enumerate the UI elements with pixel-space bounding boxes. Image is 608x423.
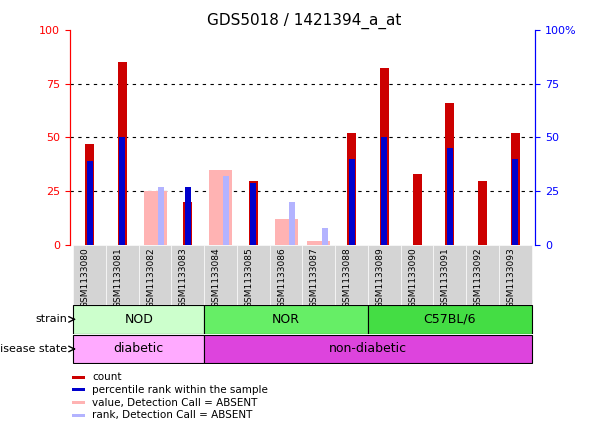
Bar: [308, 241, 330, 245]
Bar: [413, 174, 421, 245]
Text: GDS5018 / 1421394_a_at: GDS5018 / 1421394_a_at: [207, 13, 401, 29]
Bar: [270, 245, 303, 305]
Text: NOR: NOR: [272, 313, 300, 326]
Bar: [302, 245, 335, 305]
Bar: [72, 376, 85, 379]
Bar: [106, 245, 139, 305]
Text: GSM1133080: GSM1133080: [81, 248, 89, 308]
Bar: [466, 245, 499, 305]
Bar: [335, 245, 368, 305]
Bar: [289, 202, 295, 245]
Text: percentile rank within the sample: percentile rank within the sample: [92, 385, 268, 395]
Bar: [348, 159, 354, 245]
Bar: [347, 133, 356, 245]
Bar: [171, 245, 204, 305]
Text: GSM1133092: GSM1133092: [474, 248, 483, 308]
Bar: [209, 170, 232, 245]
Text: GSM1133087: GSM1133087: [310, 248, 319, 308]
Bar: [368, 245, 401, 305]
Bar: [381, 137, 387, 245]
Text: GSM1133082: GSM1133082: [146, 248, 155, 308]
Bar: [446, 103, 454, 245]
Text: GSM1133090: GSM1133090: [408, 248, 417, 308]
Bar: [73, 305, 204, 334]
Bar: [478, 181, 487, 245]
Text: count: count: [92, 372, 122, 382]
Bar: [119, 137, 125, 245]
Bar: [275, 220, 297, 245]
Bar: [72, 401, 85, 404]
Text: GSM1133091: GSM1133091: [441, 248, 450, 308]
Text: GSM1133088: GSM1133088: [343, 248, 351, 308]
Bar: [434, 245, 466, 305]
Bar: [184, 202, 192, 245]
Bar: [513, 159, 519, 245]
Text: GSM1133085: GSM1133085: [244, 248, 254, 308]
Text: GSM1133083: GSM1133083: [179, 248, 188, 308]
Bar: [237, 245, 270, 305]
Bar: [204, 305, 368, 334]
Text: GSM1133093: GSM1133093: [506, 248, 516, 308]
Text: strain: strain: [35, 314, 67, 324]
Bar: [499, 245, 532, 305]
Bar: [380, 69, 389, 245]
Text: NOD: NOD: [124, 313, 153, 326]
Bar: [139, 245, 171, 305]
Bar: [401, 245, 434, 305]
Text: GSM1133081: GSM1133081: [113, 248, 122, 308]
Bar: [158, 187, 164, 245]
Text: rank, Detection Call = ABSENT: rank, Detection Call = ABSENT: [92, 410, 252, 420]
Text: non-diabetic: non-diabetic: [329, 343, 407, 355]
Bar: [447, 148, 453, 245]
Text: value, Detection Call = ABSENT: value, Detection Call = ABSENT: [92, 398, 258, 407]
Bar: [223, 176, 229, 245]
Bar: [85, 144, 94, 245]
Bar: [322, 228, 328, 245]
Text: C57BL/6: C57BL/6: [424, 313, 476, 326]
Text: GSM1133089: GSM1133089: [375, 248, 384, 308]
Bar: [72, 414, 85, 417]
Bar: [86, 161, 92, 245]
Text: diabetic: diabetic: [114, 343, 164, 355]
Bar: [204, 335, 532, 363]
Bar: [368, 305, 532, 334]
Bar: [185, 187, 191, 245]
Bar: [72, 388, 85, 391]
Text: GSM1133084: GSM1133084: [212, 248, 221, 308]
Bar: [73, 245, 106, 305]
Bar: [143, 191, 167, 245]
Bar: [250, 183, 257, 245]
Bar: [249, 181, 258, 245]
Text: disease state: disease state: [0, 344, 67, 354]
Bar: [204, 245, 237, 305]
Text: GSM1133086: GSM1133086: [277, 248, 286, 308]
Bar: [118, 62, 127, 245]
Bar: [511, 133, 520, 245]
Bar: [73, 335, 204, 363]
